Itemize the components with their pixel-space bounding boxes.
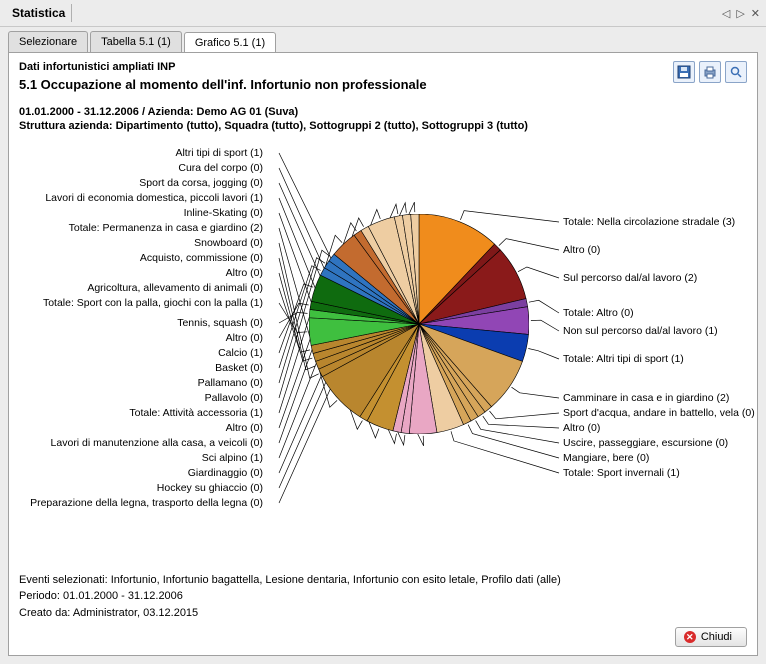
- tab-0[interactable]: Selezionare: [8, 31, 88, 52]
- pie-label: Pallavolo (0): [205, 392, 263, 404]
- pie-label: Totale: Altri tipi di sport (1): [563, 353, 684, 365]
- pie-label: Giardinaggio (0): [188, 467, 263, 479]
- pie-label: Tennis, squash (0): [177, 317, 263, 329]
- pie-label: Camminare in casa e in giardino (2): [563, 392, 729, 404]
- search-icon[interactable]: [725, 61, 747, 83]
- pie-label: Mangiare, bere (0): [563, 452, 649, 464]
- pie-label: Non sul percorso dal/al lavoro (1): [563, 325, 718, 337]
- window-title: Statistica: [6, 4, 72, 22]
- chart-area: Totale: Nella circolazione stradale (3) A…: [19, 134, 747, 566]
- pie-label: Sul percorso dal/al lavoro (2): [563, 272, 697, 284]
- pie-label: Inline-Skating (0): [184, 207, 263, 219]
- pie-label: Altro (0): [563, 244, 600, 256]
- pie-label: Pallamano (0): [198, 377, 263, 389]
- pie-label: Sci alpino (1): [202, 452, 263, 464]
- pie-label: Cura del corpo (0): [178, 162, 263, 174]
- close-button[interactable]: ✕ Chiudi: [675, 627, 747, 647]
- pie-label: Basket (0): [215, 362, 263, 374]
- header-line1: Dati infortunistici ampliati INP: [19, 61, 528, 73]
- pie-label: Altro (0): [563, 422, 600, 434]
- pie-label: Sport d'acqua, andare in battello, vela …: [563, 407, 755, 419]
- footer-line3: Creato da: Administrator, 03.12.2015: [19, 605, 747, 622]
- header-line2: 5.1 Occupazione al momento dell'inf. Inf…: [19, 77, 528, 92]
- pie-label: Totale: Altro (0): [563, 307, 634, 319]
- close-x-icon: ✕: [684, 631, 696, 643]
- footer-text: Eventi selezionati: Infortunio, Infortun…: [19, 572, 747, 622]
- pie-label: Acquisto, commissione (0): [140, 252, 263, 264]
- pie-label: Calcio (1): [218, 347, 263, 359]
- pie-label: Uscire, passeggiare, escursione (0): [563, 437, 728, 449]
- titlebar: Statistica ◁ ▷ ✕: [0, 0, 766, 27]
- pie-label: Preparazione della legna, trasporto dell…: [30, 497, 263, 509]
- window-close-icon[interactable]: ✕: [751, 7, 760, 20]
- pie-label: Lavori di manutenzione alla casa, a veic…: [51, 437, 263, 449]
- pie-label: Totale: Permanenza in casa e giardino (2…: [69, 222, 263, 234]
- pie-label: Altro (0): [226, 332, 263, 344]
- pie-label: Altro (0): [226, 267, 263, 279]
- pie-label: Snowboard (0): [194, 237, 263, 249]
- print-icon[interactable]: [699, 61, 721, 83]
- tabbar: SelezionareTabella 5.1 (1)Grafico 5.1 (1…: [0, 27, 766, 52]
- tab-2[interactable]: Grafico 5.1 (1): [184, 32, 276, 53]
- pie-label: Lavori di economia domestica, piccoli la…: [45, 192, 263, 204]
- pie-chart: [309, 214, 529, 434]
- pie-label: Totale: Attività accessoria (1): [129, 407, 263, 419]
- footer-line2: Periodo: 01.01.2000 - 31.12.2006: [19, 588, 747, 605]
- tab-1[interactable]: Tabella 5.1 (1): [90, 31, 182, 52]
- pie-label: Altro (0): [226, 422, 263, 434]
- pie-label: Sport da corsa, jogging (0): [139, 177, 263, 189]
- toolbar: [673, 61, 747, 83]
- pie-label: Agricoltura, allevamento di animali (0): [87, 282, 263, 294]
- footer-line1: Eventi selezionati: Infortunio, Infortun…: [19, 572, 747, 589]
- pie-label: Altri tipi di sport (1): [175, 147, 263, 159]
- close-button-label: Chiudi: [701, 631, 732, 643]
- nav-next-icon[interactable]: ▷: [736, 7, 744, 20]
- structure-line: Struttura azienda: Dipartimento (tutto),…: [19, 120, 528, 132]
- pie-label: Hockey su ghiaccio (0): [157, 482, 263, 494]
- pie-label: Totale: Nella circolazione stradale (3): [563, 216, 735, 228]
- pie-label: Totale: Sport con la palla, giochi con l…: [43, 297, 263, 309]
- save-icon[interactable]: [673, 61, 695, 83]
- pie-label: Totale: Sport invernali (1): [563, 467, 680, 479]
- nav-prev-icon[interactable]: ◁: [722, 7, 730, 20]
- statistica-window: Statistica ◁ ▷ ✕ SelezionareTabella 5.1 …: [0, 0, 766, 664]
- period-line: 01.01.2000 - 31.12.2006 / Azienda: Demo …: [19, 106, 528, 118]
- content-panel: Dati infortunistici ampliati INP 5.1 Occ…: [8, 52, 758, 656]
